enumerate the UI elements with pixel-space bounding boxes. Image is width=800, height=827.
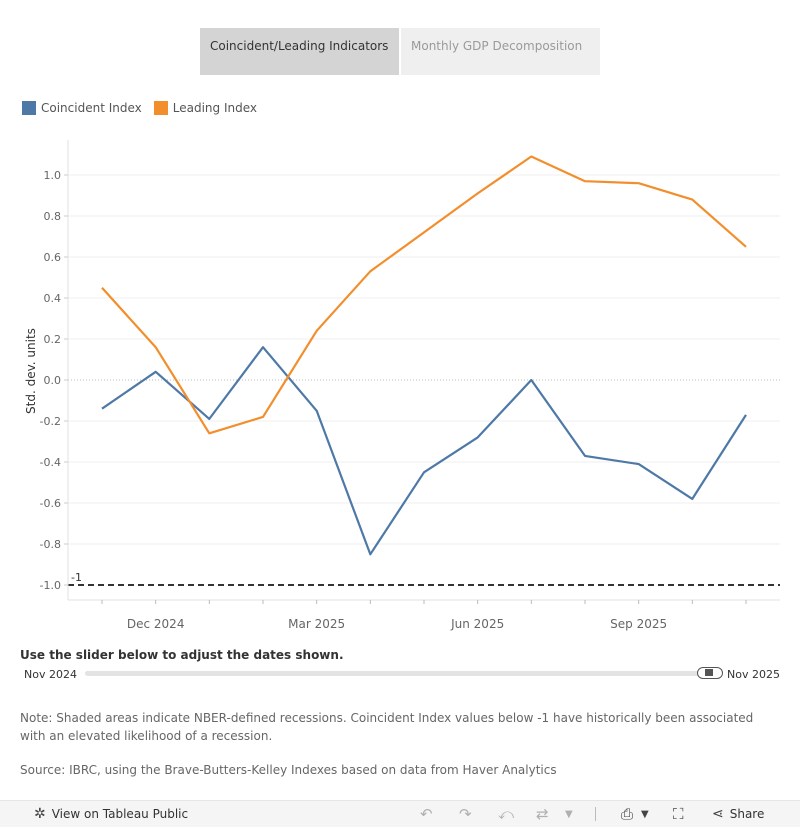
y-tick-label: 0.0: [44, 374, 62, 387]
refresh-dropdown-icon[interactable]: ▼: [565, 809, 573, 820]
line-chart: -1 -1.0 -0.8 -0.6 -0.4 -0.2 0.0 0.2 0.4 0.6 0.8 1.…: [24, 140, 780, 631]
legend-item-coincident[interactable]: Coincident Index: [22, 101, 142, 115]
y-tick-label: 0.4: [44, 292, 62, 305]
toolbar-divider: [595, 807, 596, 821]
series-line-coincident-index: [101, 346, 747, 556]
date-slider-track[interactable]: [85, 671, 715, 676]
legend-label-coincident: Coincident Index: [41, 101, 142, 115]
refresh-icon[interactable]: ⇄: [536, 805, 549, 823]
y-tick-label: -0.2: [40, 415, 61, 428]
y-tick-label: -0.8: [40, 538, 61, 551]
download-dropdown-icon[interactable]: ▼: [641, 809, 649, 820]
y-axis-label: Std. dev. units: [24, 328, 38, 414]
share-label: Share: [729, 807, 765, 821]
download-icon[interactable]: ⎙: [621, 805, 634, 823]
series-line-leading-index: [101, 155, 747, 435]
chart-source: Source: IBRC, using the Brave-Butters-Ke…: [20, 763, 557, 777]
y-tick-label: -0.4: [40, 456, 61, 469]
slider-caption: Use the slider below to adjust the dates…: [20, 648, 344, 662]
slider-start-label: Nov 2024: [24, 668, 77, 681]
reference-line-label: -1: [71, 571, 82, 584]
view-on-tableau-button[interactable]: ✲ View on Tableau Public: [34, 806, 188, 822]
share-icon: ⋖: [712, 806, 724, 822]
tableau-logo-icon: ✲: [34, 806, 46, 822]
y-tick-label: 0.2: [44, 333, 62, 346]
fullscreen-icon[interactable]: ⛶: [673, 805, 684, 823]
x-tick-label: Jun 2025: [450, 617, 504, 631]
y-tick-label: 0.6: [44, 251, 62, 264]
legend-item-leading[interactable]: Leading Index: [153, 101, 257, 115]
slider-end-label: Nov 2025: [727, 668, 780, 681]
legend-swatch-coincident: [22, 101, 36, 115]
tab-monthly-gdp[interactable]: Monthly GDP Decomposition: [401, 28, 600, 75]
y-tick-label: -1.0: [40, 579, 61, 592]
y-tick-label: 1.0: [44, 169, 62, 182]
chart-note: Note: Shaded areas indicate NBER-defined…: [20, 711, 754, 743]
undo-icon[interactable]: ↶: [420, 805, 433, 823]
share-button[interactable]: ⋖ Share: [712, 806, 764, 822]
grid-lines: -1: [68, 174, 780, 586]
date-slider-handle[interactable]: [697, 667, 723, 679]
x-tick-label: Mar 2025: [288, 617, 345, 631]
y-tick-label: 0.8: [44, 210, 62, 223]
redo-icon[interactable]: ↷: [459, 805, 472, 823]
tableau-toolbar: ✲ View on Tableau Public ↶ ↷ ⤺ ⇄ ▼ ⎙ ▼ ⛶…: [0, 800, 800, 827]
tab-coincident-leading[interactable]: Coincident/Leading Indicators: [200, 28, 399, 75]
chart-legend: Coincident Index Leading Index: [22, 101, 261, 115]
legend-label-leading: Leading Index: [172, 101, 257, 115]
series-lines: [101, 155, 747, 556]
y-tick-label: -0.6: [40, 497, 61, 510]
axes: -1.0 -0.8 -0.6 -0.4 -0.2 0.0 0.2 0.4 0.6 0.8 1.0 De…: [40, 140, 780, 631]
revert-icon[interactable]: ⤺: [498, 805, 515, 823]
view-on-tableau-label: View on Tableau Public: [51, 807, 189, 821]
legend-swatch-leading: [153, 101, 168, 115]
x-tick-label: Dec 2024: [127, 617, 185, 631]
x-tick-label: Sep 2025: [610, 617, 667, 631]
